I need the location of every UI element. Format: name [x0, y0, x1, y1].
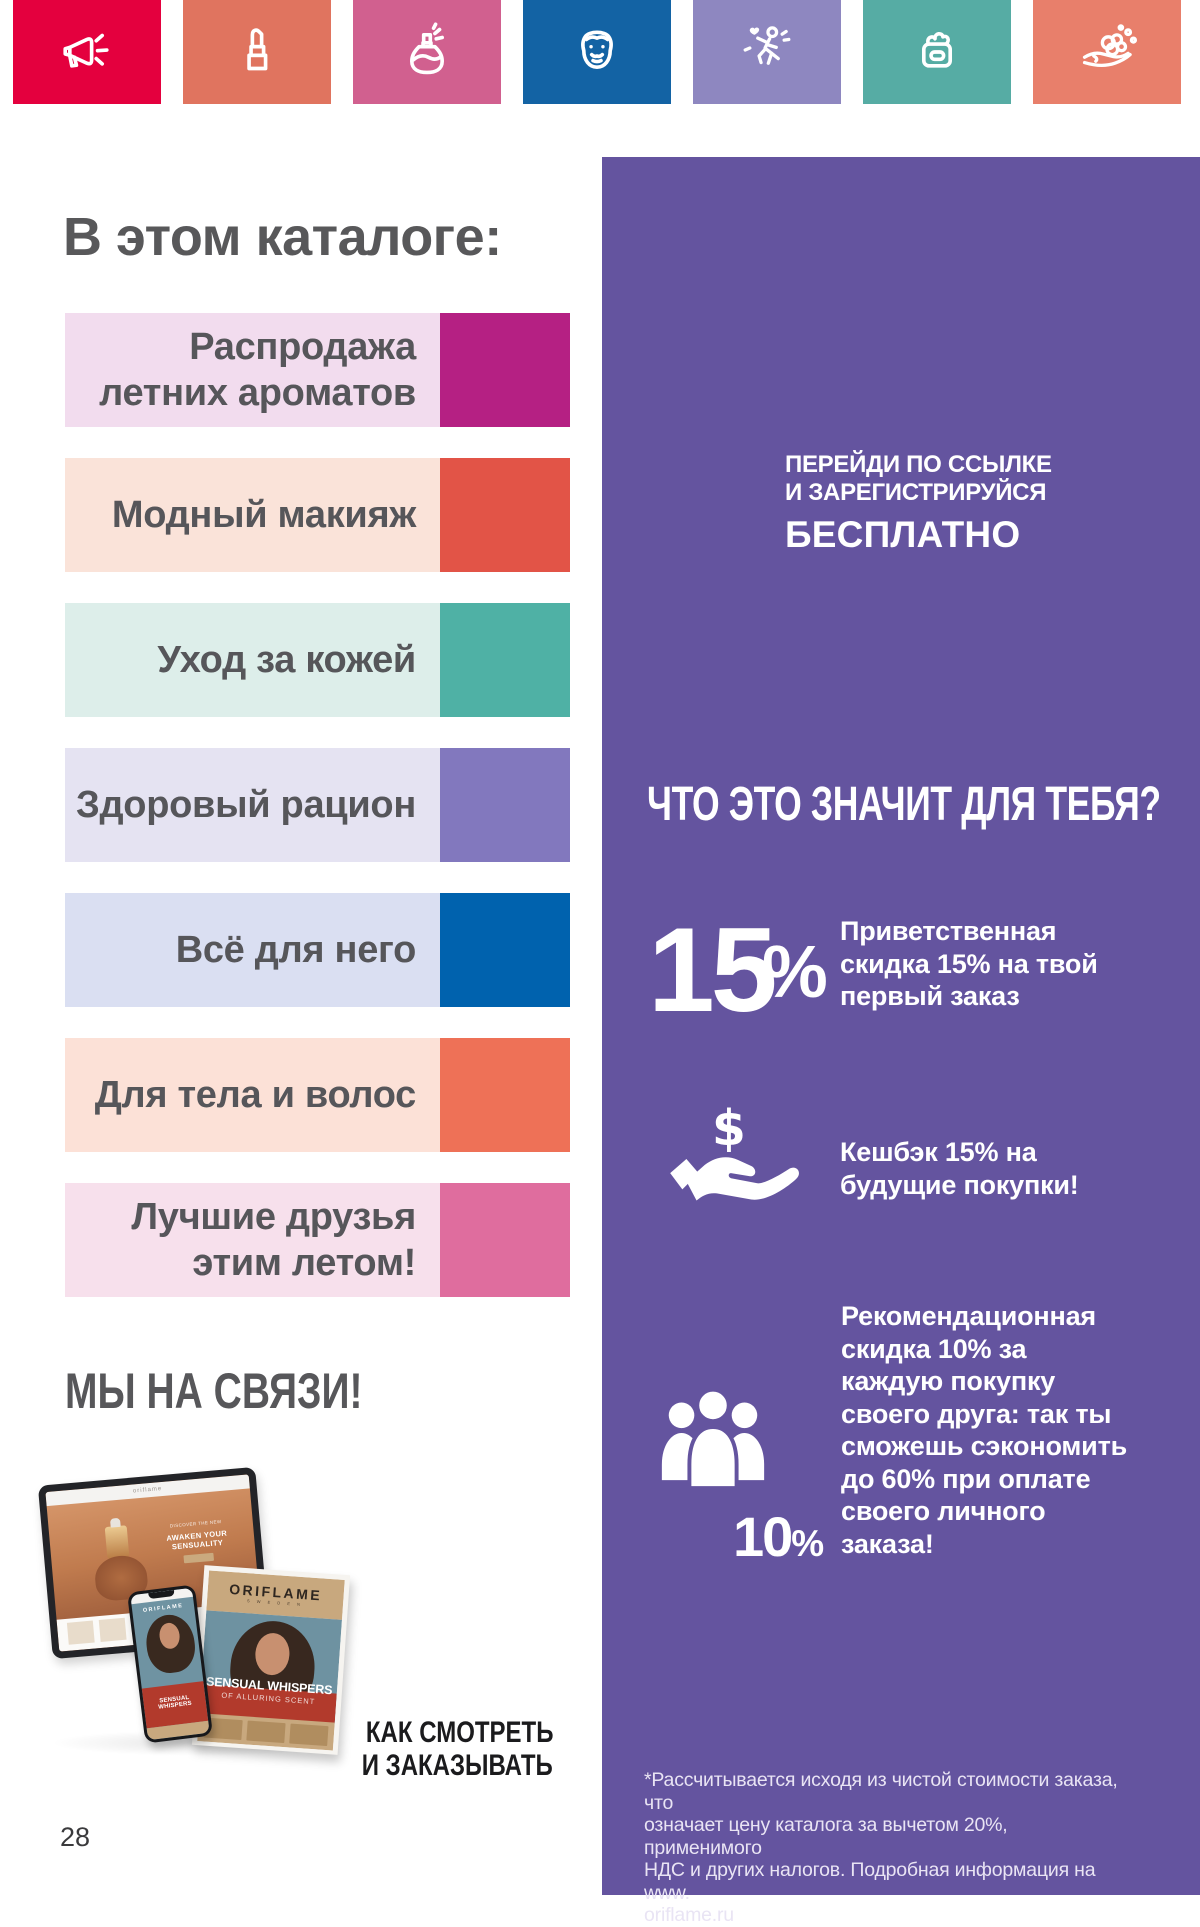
- tile-makeup: [183, 0, 331, 104]
- tile-sale: [13, 0, 161, 104]
- list-item-label: Распродажа летних ароматов: [65, 313, 440, 427]
- referral-text: Рекомендационная скидка 10% за каждую по…: [841, 1301, 1127, 1559]
- register-line2: И ЗАРЕГИСТРИРУЙСЯ: [785, 479, 1047, 506]
- list-item-label: Лучшие друзья этим летом!: [65, 1183, 440, 1297]
- accent-swatch: [440, 313, 570, 427]
- welcome-discount-text: Приветственная скидка 15% на твой первый…: [840, 916, 1098, 1011]
- welcome-discount-value: 15: [648, 903, 777, 1037]
- browser-bar: oriflame: [45, 1474, 250, 1507]
- page-title: В этом каталоге:: [63, 207, 502, 267]
- mens-face-icon: [581, 30, 613, 69]
- perfume-icon: [410, 22, 444, 75]
- accent-swatch: [440, 458, 570, 572]
- welcome-discount-percent: %: [762, 930, 828, 1013]
- perfume-bottle-image: [104, 1525, 130, 1560]
- cashback-text: Кешбэк 15% на будущие покупки!: [840, 1137, 1079, 1200]
- accent-swatch: [440, 1183, 570, 1297]
- people-group-icon: [661, 1387, 765, 1491]
- list-item-wellness: Здоровый рацион: [65, 748, 570, 862]
- list-item-label: Уход за кожей: [65, 603, 440, 717]
- printed-catalog-mockup: ORIFLAME S W E D E N SENSUAL WHISPERS OF…: [191, 1565, 351, 1755]
- catalog-cover: ORIFLAME S W E D E N SENSUAL WHISPERS OF…: [197, 1570, 345, 1751]
- megaphone-icon: [63, 33, 109, 68]
- list-item-best-friends: Лучшие друзья этим летом!: [65, 1183, 570, 1297]
- tile-fragrance: [353, 0, 501, 104]
- cover-info-block: [246, 1720, 286, 1744]
- benefits-heading: ЧТО ЭТО ЗНАЧИТ ДЛЯ ТЕБЯ?: [647, 778, 1161, 831]
- list-item-skincare: Уход за кожей: [65, 603, 570, 717]
- thumbnail: [98, 1617, 127, 1642]
- tile-skincare: [863, 0, 1011, 104]
- tablet-ad-text: DISCOVER THE NEW AWAKEN YOUR SENSUALITY: [156, 1516, 237, 1566]
- cream-jar-icon: [921, 32, 953, 68]
- devices-photo: oriflame DISCOVER THE NEW AWAKEN YOUR SE…: [37, 1458, 370, 1793]
- legal-footnote: *Рассчитывается исходя из чистой стоимос…: [644, 1769, 1118, 1926]
- accent-swatch: [440, 1038, 570, 1152]
- thumbnail: [66, 1620, 95, 1645]
- list-item-label: Здоровый рацион: [65, 748, 440, 862]
- list-item-label: Всё для него: [65, 893, 440, 1007]
- lipstick-icon: [247, 28, 268, 71]
- tile-men: [523, 0, 671, 104]
- accent-swatch: [440, 748, 570, 862]
- runner-icon: [743, 26, 791, 65]
- benefits-panel: ПЕРЕЙДИ ПО ССЫЛКЕ И ЗАРЕГИСТРИРУЙСЯ БЕСП…: [602, 157, 1200, 1926]
- phone-brand-logo: ORIFLAME: [142, 1602, 184, 1614]
- referral-discount-value: 10%: [733, 1505, 825, 1568]
- category-tile-strip: [13, 0, 1181, 104]
- howto-line2: И ЗАКАЗЫВАТЬ: [362, 1749, 553, 1782]
- tile-wellness: [693, 0, 841, 104]
- tablet-ad-button: [183, 1552, 215, 1564]
- list-item-makeup: Модный макияж: [65, 458, 570, 572]
- accent-swatch: [440, 893, 570, 1007]
- list-item-fragrance-sale: Распродажа летних ароматов: [65, 313, 570, 427]
- list-item-men: Всё для него: [65, 893, 570, 1007]
- register-block: ПЕРЕЙДИ ПО ССЫЛКЕ И ЗАРЕГИСТРИРУЙСЯ БЕСП…: [785, 451, 1052, 556]
- cover-info-block: [289, 1723, 329, 1747]
- perfume-cap-image: [109, 1517, 121, 1528]
- register-line1: ПЕРЕЙДИ ПО ССЫЛКЕ: [785, 451, 1052, 478]
- catalog-contents-list: Распродажа летних ароматов Модный макияж…: [65, 313, 570, 1328]
- stay-connected-title: МЫ НА СВЯЗИ!: [65, 1363, 363, 1419]
- howto-line1: КАК СМОТРЕТЬ: [365, 1716, 553, 1749]
- hand-foam-icon: [1082, 24, 1138, 68]
- register-free-label: БЕСПЛАТНО: [785, 514, 1021, 555]
- phone-screen: ORIFLAME SENSUAL WHISPERS: [130, 1587, 210, 1741]
- list-item-body-hair: Для тела и волос: [65, 1038, 570, 1152]
- list-item-label: Модный макияж: [65, 458, 440, 572]
- hand-dollar-icon: $: [670, 1101, 799, 1201]
- accent-swatch: [440, 603, 570, 717]
- svg-text:$: $: [712, 1101, 746, 1157]
- page-number: 28: [60, 1822, 91, 1852]
- tile-bodycare: [1033, 0, 1181, 104]
- how-to-watch-order: КАК СМОТРЕТЬ И ЗАКАЗЫВАТЬ: [313, 1716, 553, 1782]
- list-item-label: Для тела и волос: [65, 1038, 440, 1152]
